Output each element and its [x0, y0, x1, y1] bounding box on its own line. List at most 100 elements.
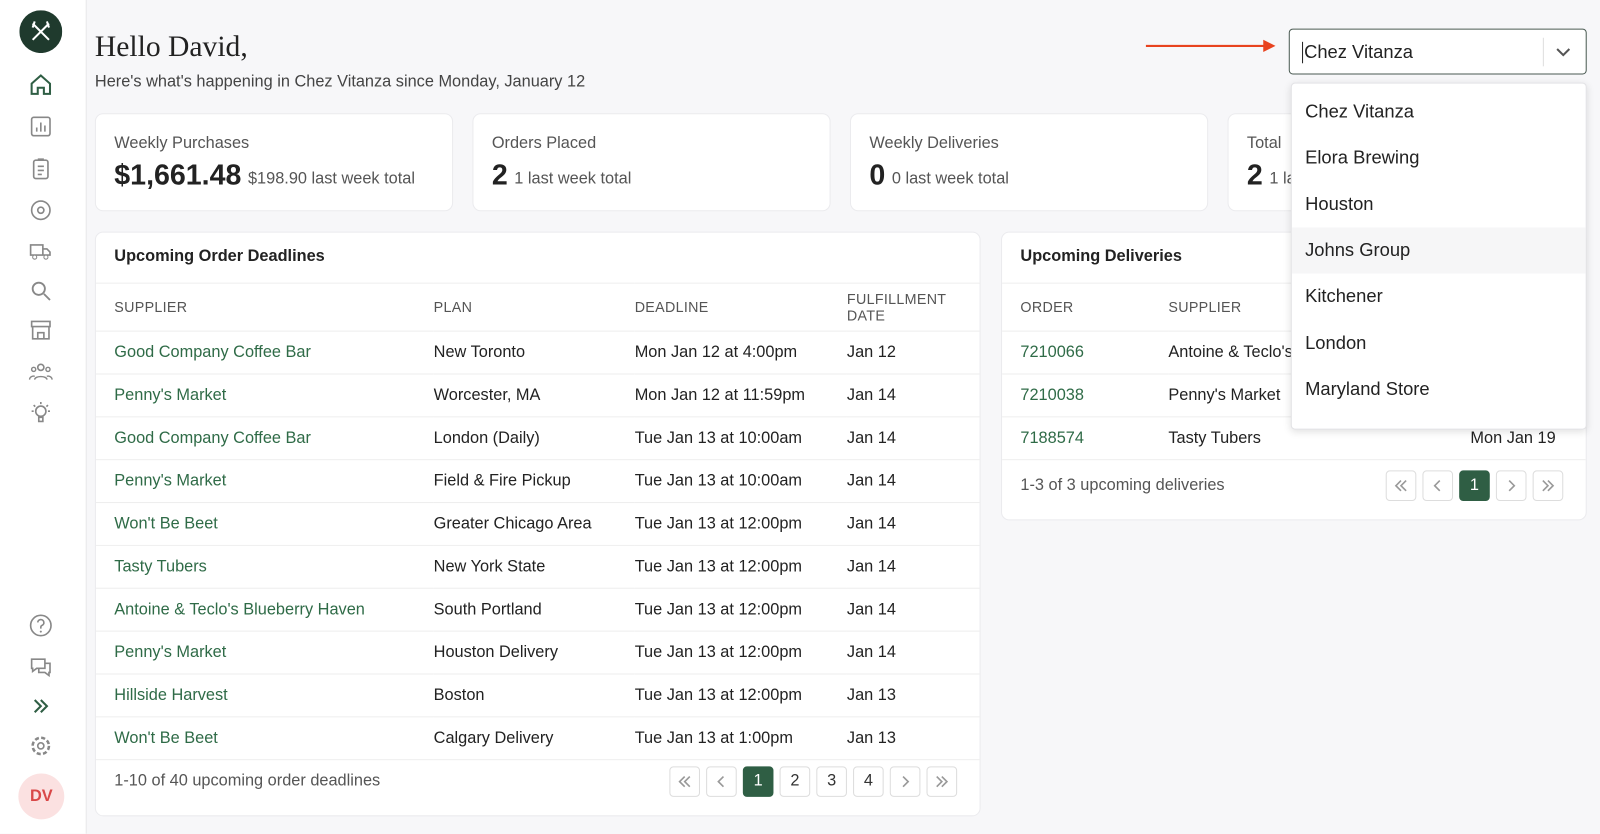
page-button[interactable]: 1 [1459, 470, 1490, 502]
ideas-icon[interactable] [29, 401, 53, 425]
logo[interactable] [19, 10, 63, 54]
cell: Jan 12 [846, 331, 980, 375]
link-cell[interactable]: Penny's Market [95, 373, 434, 418]
home-icon[interactable] [29, 72, 53, 96]
cell: Field & Fire Pickup [433, 459, 635, 504]
cell: Tue Jan 13 at 12:00pm [634, 502, 847, 546]
location-select[interactable]: Chez Vitanza [1288, 28, 1587, 75]
cell: Jan 14 [846, 416, 980, 461]
first-page[interactable] [1385, 470, 1417, 502]
first-page[interactable] [669, 766, 700, 797]
link-cell[interactable]: Tasty Tubers [95, 545, 434, 589]
link-cell[interactable]: Penny's Market [95, 631, 434, 675]
delivery-icon[interactable] [29, 239, 53, 263]
avatar[interactable]: DV [18, 773, 65, 820]
link-cell[interactable]: 7210066 [1002, 331, 1169, 375]
link-cell[interactable]: Won't Be Beet [95, 716, 434, 761]
greeting: Hello David, [94, 30, 248, 64]
orders-icon[interactable] [29, 156, 53, 180]
expand-icon[interactable] [29, 694, 53, 718]
link-cell[interactable]: Won't Be Beet [95, 502, 434, 546]
prev-page[interactable] [706, 766, 737, 797]
search-icon[interactable] [29, 279, 53, 303]
sidebar: DV [0, 0, 87, 834]
cell: Worcester, MA [433, 373, 635, 418]
cell: Houston Delivery [433, 631, 635, 675]
gear-icon[interactable] [29, 734, 53, 758]
cell: Tue Jan 13 at 12:00pm [634, 588, 847, 632]
link-cell[interactable]: 7210038 [1002, 373, 1169, 418]
link-cell[interactable]: Good Company Coffee Bar [95, 416, 434, 461]
card-title: Upcoming Deliveries [1020, 247, 1182, 266]
link-cell[interactable]: Penny's Market [95, 459, 434, 504]
header-row: SUPPLIER PLAN DEADLINE FULFILLMENT DATE [95, 282, 980, 332]
link-cell[interactable]: 7188574 [1002, 416, 1169, 461]
prev-page[interactable] [1422, 470, 1454, 502]
cell: Jan 14 [846, 373, 980, 418]
cell: Jan 14 [846, 588, 980, 632]
dropdown-option[interactable]: Houston [1305, 193, 1374, 214]
stat-value: 2 [1246, 159, 1263, 191]
reports-icon[interactable] [29, 114, 53, 138]
page-button[interactable]: 2 [779, 766, 811, 797]
last-page[interactable] [926, 766, 958, 797]
table-row: Good Company Coffee Bar London (Daily) Tue… [95, 416, 980, 461]
cell: Jan 14 [846, 631, 980, 675]
help-icon[interactable] [29, 613, 53, 637]
dropdown-option[interactable]: Johns Group [1291, 227, 1586, 274]
next-page[interactable] [889, 766, 921, 797]
stat-label: Weekly Deliveries [869, 134, 999, 153]
dropdown-option[interactable]: Maryland Store [1305, 378, 1430, 399]
stat-value: 2 [491, 159, 508, 191]
stat-label: Weekly Purchases [114, 134, 250, 153]
link-cell[interactable]: Antoine & Teclo's Blueberry Haven [95, 588, 434, 632]
dropdown-option[interactable]: Chez Vitanza [1305, 101, 1415, 122]
cell: South Portland [433, 588, 635, 632]
table-row: Tasty Tubers New York State Tue Jan 13 at … [95, 545, 980, 589]
cell: Tue Jan 13 at 10:00am [634, 416, 847, 461]
settings-icon[interactable] [29, 198, 53, 222]
cell: Calgary Delivery [433, 716, 635, 761]
divider [1542, 37, 1544, 67]
table-row: Won't Be Beet Calgary Delivery Tue Jan 13 … [95, 716, 980, 761]
dropdown-option[interactable]: London [1305, 332, 1367, 353]
table-row: Penny's Market Houston Delivery Tue Jan 13… [95, 631, 980, 675]
stat-label: Total [1246, 134, 1282, 153]
stat-comparison: 1 la [1269, 170, 1296, 188]
cell: Tue Jan 13 at 1:00pm [634, 716, 847, 761]
page-button[interactable]: 3 [816, 766, 847, 797]
chat-icon[interactable] [29, 655, 53, 679]
page-button[interactable]: 4 [853, 766, 884, 797]
table-row: Penny's Market Worcester, MA Mon Jan 12 at… [95, 373, 980, 418]
cell: Mon Jan 12 at 11:59pm [634, 373, 847, 418]
store-icon[interactable] [29, 317, 53, 341]
stat-comparison: 1 last week total [514, 170, 632, 188]
next-page[interactable] [1495, 470, 1527, 502]
stat-card: Orders Placed 2 1 last week total [472, 113, 831, 212]
stat-comparison: $198.90 last week total [247, 170, 415, 188]
cell: Jan 13 [846, 673, 980, 718]
team-icon[interactable] [28, 359, 53, 383]
cell: Greater Chicago Area [433, 502, 635, 546]
column-header: FULFILLMENT DATE [846, 282, 980, 332]
table-footer: 1-3 of 3 upcoming deliveries [1020, 476, 1225, 494]
cell: Tue Jan 13 at 12:00pm [634, 631, 847, 675]
page-button[interactable]: 1 [742, 766, 774, 797]
annotation-arrow [1145, 39, 1276, 53]
table-row: Penny's Market Field & Fire Pickup Tue Jan… [95, 459, 980, 504]
table: SUPPLIER PLAN DEADLINE FULFILLMENT DATE Good… [95, 282, 980, 761]
cell: Jan 13 [846, 716, 980, 761]
link-cell[interactable]: Hillside Harvest [95, 673, 434, 718]
column-header: ORDER [1002, 282, 1169, 332]
link-cell[interactable]: Good Company Coffee Bar [95, 331, 434, 375]
cell: New Toronto [433, 331, 635, 375]
column-header: PLAN [433, 282, 635, 332]
last-page[interactable] [1532, 470, 1564, 502]
card-title: Upcoming Order Deadlines [114, 247, 325, 266]
location-dropdown: Chez Vitanza Elora Brewing Houston Johns Gr… [1290, 82, 1587, 430]
cell: Mon Jan 12 at 4:00pm [634, 331, 847, 375]
dropdown-option[interactable]: Kitchener [1305, 285, 1383, 307]
dropdown-option[interactable]: Elora Brewing [1305, 147, 1420, 168]
